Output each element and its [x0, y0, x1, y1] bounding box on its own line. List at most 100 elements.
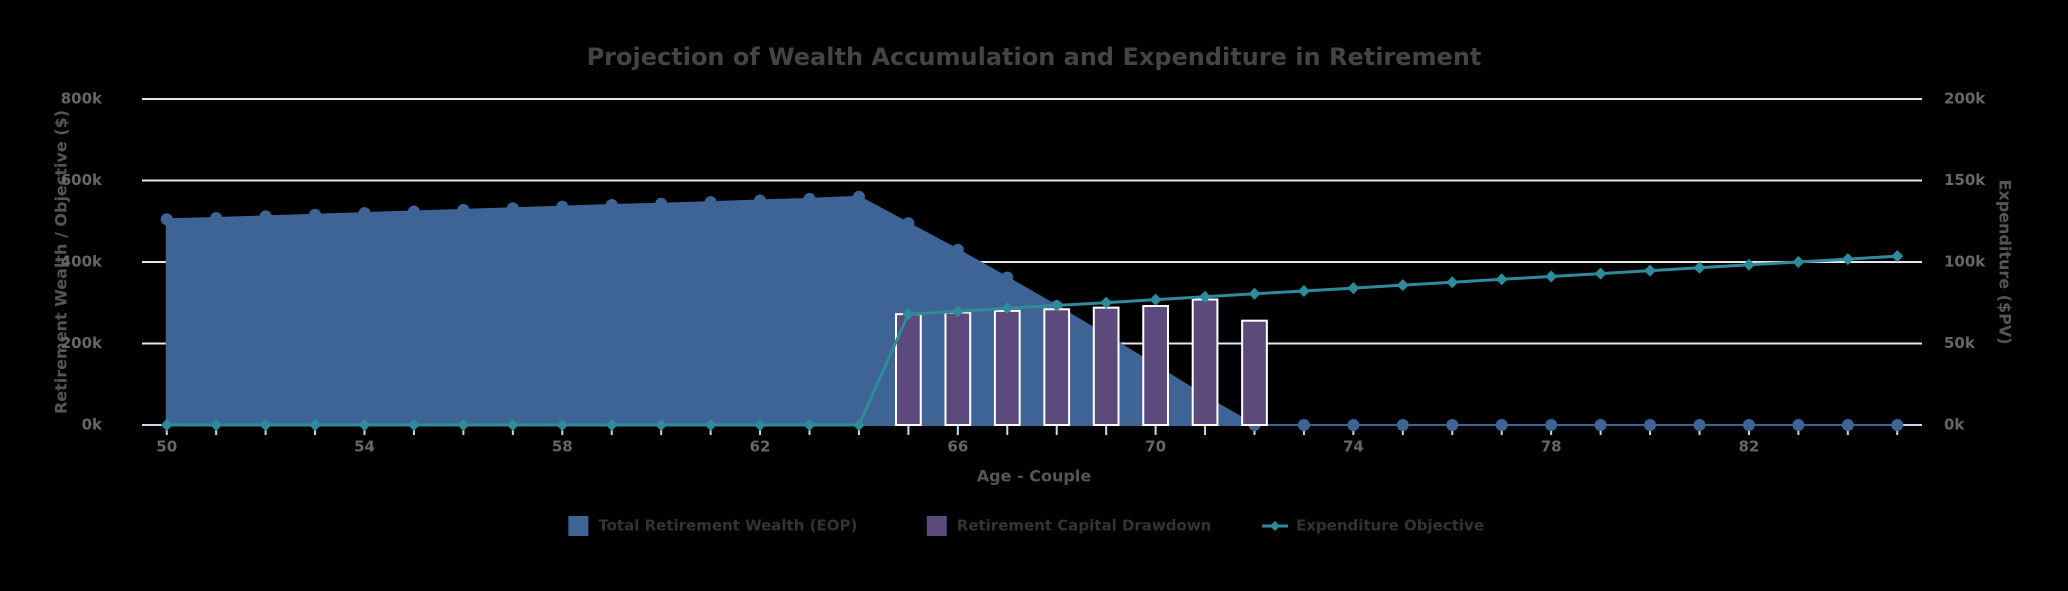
line [166, 254, 1898, 427]
x-tick-label: 58 [552, 438, 573, 456]
line-marker [1594, 267, 1607, 280]
bar [1043, 308, 1071, 426]
line-marker [1792, 256, 1805, 268]
x-tick-label: 82 [1739, 438, 1760, 456]
area-marker [1693, 419, 1706, 431]
line-marker [160, 419, 173, 431]
line-marker [1891, 250, 1904, 263]
line-marker [1396, 279, 1409, 292]
x-tick-label: 66 [947, 438, 968, 456]
x-tick-label: 50 [156, 438, 177, 456]
line-marker [1149, 293, 1162, 306]
legend-swatch-marker [1270, 521, 1280, 531]
y2-tick-label: 150k [1944, 171, 1986, 189]
area-marker [803, 192, 816, 205]
line-marker [1199, 290, 1212, 303]
y2-tick-label: 50k [1944, 334, 1976, 352]
y2-tick-label: 0k [1944, 416, 1965, 434]
area-marker [160, 213, 173, 226]
line-marker [1644, 264, 1657, 277]
chart-title: Projection of Wealth Accumulation and Ex… [587, 43, 1482, 71]
area-marker [1841, 419, 1854, 431]
area-marker [1792, 419, 1805, 431]
line-marker [358, 419, 371, 431]
y-tick-label: 0k [82, 416, 103, 434]
line-marker [1050, 299, 1063, 312]
x-tick-label: 62 [750, 438, 771, 456]
line-marker [1100, 296, 1113, 309]
line-marker [556, 419, 569, 431]
y-tick-label: 600k [61, 171, 103, 189]
area-marker [506, 202, 519, 215]
area-marker [1495, 419, 1508, 431]
area-marker [259, 210, 272, 223]
area-marker [358, 207, 371, 220]
x-tick-label: 74 [1343, 438, 1364, 456]
line-marker [506, 419, 519, 431]
y2-tick-label: 200k [1944, 90, 1986, 108]
area-marker [1644, 419, 1657, 431]
x-tick-label: 54 [354, 438, 375, 456]
line-marker [754, 419, 767, 431]
line-marker [902, 308, 915, 321]
area-marker [556, 200, 569, 213]
y-axis-title: Retirement Wealth / Objective ($) [52, 110, 71, 414]
area-marker [1347, 419, 1360, 431]
line-marker [1446, 276, 1459, 289]
line-marker [852, 419, 865, 431]
area-marker [1891, 419, 1904, 431]
line-marker [457, 419, 470, 431]
area-marker [852, 190, 865, 203]
line-marker [1545, 270, 1558, 283]
legend-swatch [926, 516, 947, 536]
area-marker [1742, 419, 1755, 431]
legend-label[interactable]: Expenditure Objective [1296, 517, 1484, 535]
area-marker [754, 194, 767, 207]
line-marker [655, 419, 668, 431]
line-marker [1841, 253, 1854, 266]
line-marker [1495, 273, 1508, 286]
bar [993, 309, 1021, 426]
area-marker [210, 211, 223, 224]
line-marker [1693, 261, 1706, 274]
area-marker [1594, 419, 1607, 431]
line-marker [407, 419, 420, 431]
area-marker [704, 196, 717, 209]
y2-tick-label: 100k [1944, 253, 1986, 271]
x-tick-label: 78 [1541, 438, 1562, 456]
y-tick-label: 200k [61, 334, 103, 352]
area-marker [407, 205, 420, 218]
y-tick-label: 800k [61, 90, 103, 108]
area-marker [1001, 271, 1014, 284]
line-marker [605, 419, 618, 431]
line-marker [210, 419, 223, 431]
line-marker [1248, 287, 1261, 300]
x-axis-title: Age - Couple [977, 467, 1092, 486]
area-marker [655, 197, 668, 210]
y2-axis-title: Expenditure ($PV) [1996, 179, 2015, 344]
bar [1142, 305, 1169, 427]
legend-label[interactable]: Total Retirement Wealth (EOP) [598, 517, 857, 535]
bar [944, 311, 972, 426]
area [165, 195, 1898, 426]
area-marker [605, 198, 618, 211]
area-marker [1446, 419, 1459, 431]
bar [1191, 298, 1219, 426]
bar [1241, 319, 1268, 426]
area-marker [1545, 419, 1558, 431]
line-marker [704, 419, 717, 431]
line-marker [1742, 258, 1755, 271]
area-marker [309, 208, 322, 221]
line-marker [951, 305, 964, 318]
line-marker [259, 419, 272, 431]
y-tick-label: 400k [61, 253, 103, 271]
area-marker [1396, 419, 1409, 431]
line-marker [803, 419, 816, 431]
line-marker [1347, 282, 1360, 295]
line-marker [1297, 285, 1310, 298]
area-marker [1297, 419, 1310, 431]
line-marker [309, 419, 322, 431]
legend-label[interactable]: Retirement Capital Drawdown [957, 517, 1212, 535]
x-tick-label: 70 [1145, 438, 1166, 456]
